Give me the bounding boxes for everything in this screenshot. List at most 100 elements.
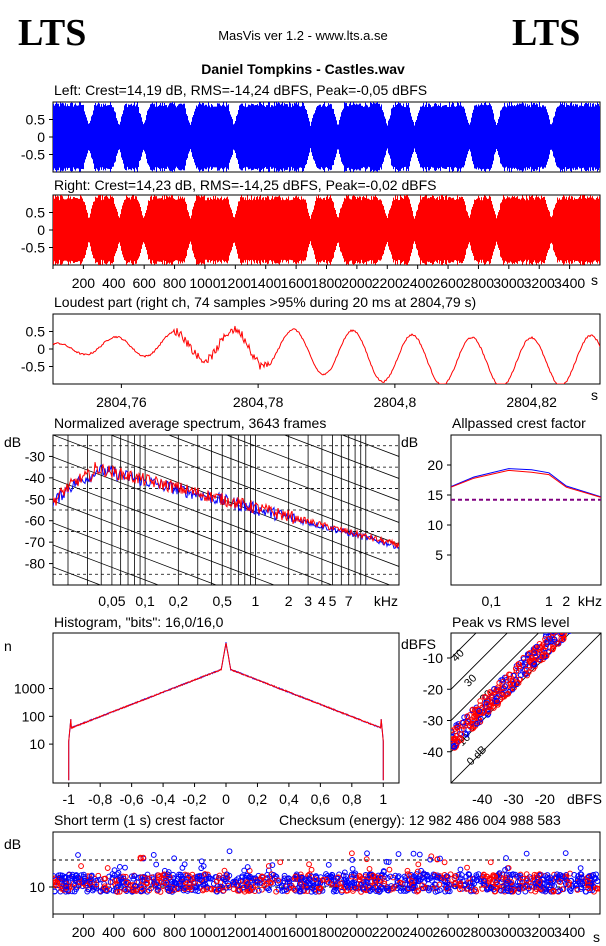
stcf-point bbox=[537, 882, 544, 889]
stcf-point bbox=[185, 874, 192, 881]
stcf-point bbox=[153, 881, 160, 888]
waveform-right-ytick-label: 0.5 bbox=[26, 205, 46, 221]
spectrum-slope bbox=[53, 611, 399, 742]
stcf-point bbox=[198, 858, 205, 865]
stcf-point bbox=[222, 878, 229, 885]
spectrum-slope bbox=[53, 699, 399, 830]
stcf-point bbox=[129, 888, 136, 895]
pvr-point bbox=[453, 722, 460, 729]
pvr-title: Peak vs RMS level bbox=[452, 614, 569, 630]
stcf-point bbox=[111, 872, 118, 879]
stcf-point bbox=[366, 866, 373, 872]
stcf-point bbox=[103, 886, 110, 893]
pvr-point bbox=[455, 738, 462, 745]
pvr-point bbox=[524, 672, 530, 679]
stcf-point bbox=[536, 871, 543, 878]
stcf-point bbox=[80, 871, 87, 878]
waveform-right-xtick-label: 2600 bbox=[432, 275, 463, 291]
pvr-point bbox=[543, 652, 550, 659]
stcf-point bbox=[594, 885, 600, 892]
stcf-point bbox=[120, 878, 127, 885]
stcf-point bbox=[419, 882, 426, 889]
stcf-point bbox=[293, 872, 299, 879]
stcf-point bbox=[351, 884, 358, 891]
waveform-right-xtick-label: 1400 bbox=[250, 275, 281, 291]
waveform-right-xtick-label: 400 bbox=[102, 275, 126, 291]
stcf-point bbox=[129, 887, 136, 893]
stcf-point bbox=[60, 887, 67, 893]
stcf-point bbox=[451, 875, 458, 881]
stcf-point bbox=[139, 888, 145, 894]
stcf-point bbox=[437, 855, 443, 862]
checksum-text: Checksum (energy): 12 982 486 004 988 58… bbox=[279, 812, 561, 828]
stcf-point bbox=[243, 879, 250, 886]
stcf-point bbox=[465, 885, 472, 892]
pvr-points bbox=[451, 633, 572, 751]
histogram-xtick-label: 0,4 bbox=[279, 791, 299, 807]
stcf-point bbox=[534, 878, 540, 885]
pvr-point bbox=[527, 650, 533, 656]
pvr-point bbox=[462, 722, 469, 729]
stcf-point bbox=[161, 871, 167, 878]
stcf-point bbox=[592, 875, 599, 882]
stcf-point bbox=[457, 882, 464, 888]
histogram-xtick-label: 1 bbox=[379, 791, 387, 807]
stcf-point bbox=[230, 879, 236, 886]
pvr-point bbox=[474, 720, 481, 727]
stcf-point bbox=[302, 876, 308, 883]
stcf-point bbox=[131, 873, 138, 880]
pvr-point bbox=[462, 730, 469, 737]
stcf-point bbox=[366, 871, 373, 878]
stcf-xtick-label: 200 bbox=[72, 924, 96, 940]
stcf-point bbox=[114, 889, 121, 895]
stcf-point bbox=[106, 886, 113, 893]
stcf-point bbox=[123, 879, 130, 886]
spectrum-slope bbox=[53, 522, 218, 585]
stcf-point bbox=[544, 872, 551, 878]
waveform-right-xtick-label: 3000 bbox=[493, 275, 524, 291]
stcf-point bbox=[137, 854, 144, 861]
right-xunit: s bbox=[591, 272, 598, 288]
stcf-point bbox=[203, 886, 210, 893]
stcf-point bbox=[418, 867, 425, 874]
stcf-point bbox=[384, 887, 391, 894]
stcf-point bbox=[116, 863, 123, 870]
stcf-point bbox=[350, 871, 357, 878]
waveform-right-xtick-label: 800 bbox=[163, 275, 187, 291]
loudest-xtick-label: 2804,76 bbox=[96, 394, 147, 410]
spectrum-ytick-label: -40 bbox=[25, 470, 45, 486]
histogram-xtick-label: 0,8 bbox=[342, 791, 362, 807]
stcf-point bbox=[81, 873, 87, 880]
spectrum-slope bbox=[341, 435, 399, 457]
stcf-point bbox=[261, 882, 268, 889]
pvr-point bbox=[458, 737, 465, 743]
stcf-point bbox=[312, 876, 319, 882]
pvr-ytick-label: -10 bbox=[423, 650, 443, 666]
stcf-point bbox=[256, 880, 263, 886]
stcf-point bbox=[141, 874, 148, 880]
stcf-point bbox=[542, 888, 549, 895]
stcf-point bbox=[78, 863, 84, 869]
stcf-point bbox=[170, 884, 177, 891]
stcf-point bbox=[165, 869, 172, 875]
pvr-ytick-label: -40 bbox=[423, 744, 443, 760]
stcf-point bbox=[341, 869, 348, 876]
stcf-point bbox=[258, 886, 265, 893]
crest-series-0 bbox=[450, 468, 602, 498]
pvr-point bbox=[555, 633, 560, 634]
stcf-point bbox=[306, 861, 312, 868]
stcf-point bbox=[593, 885, 600, 892]
stcf-point bbox=[578, 874, 585, 881]
pvr-xtick-label: -40 bbox=[472, 791, 492, 807]
stcf-point bbox=[120, 875, 127, 882]
stcf-point bbox=[292, 887, 299, 894]
histogram-xtick-label: -0,8 bbox=[88, 791, 112, 807]
waveform-right-xtick-label: 200 bbox=[72, 275, 96, 291]
pvr-point bbox=[509, 677, 516, 684]
pvr-point bbox=[515, 661, 522, 668]
stcf-point bbox=[198, 865, 205, 872]
stcf-point bbox=[509, 872, 515, 878]
stcf-point bbox=[146, 887, 153, 894]
stcf-point bbox=[201, 886, 207, 893]
